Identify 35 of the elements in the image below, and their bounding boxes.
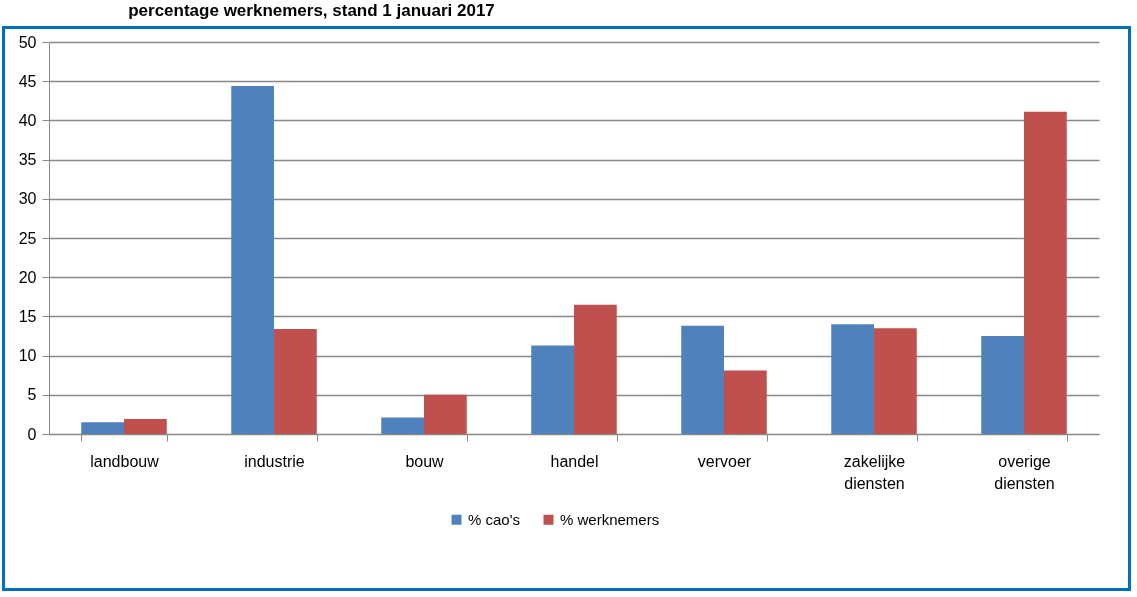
- y-tick-label: 30: [18, 190, 37, 208]
- bar: [724, 370, 767, 434]
- bar: [874, 328, 917, 434]
- bar: [424, 394, 467, 434]
- y-tick-label: 10: [18, 347, 37, 365]
- bar: [274, 328, 317, 434]
- bar: [981, 336, 1024, 434]
- x-tick-label: handel: [550, 452, 599, 470]
- y-tick-label: 35: [18, 151, 37, 169]
- legend-label: % cao's: [468, 510, 521, 528]
- bar: [81, 422, 124, 434]
- bar: [831, 324, 874, 434]
- y-tick-label: 50: [18, 33, 37, 51]
- y-tick-label: 0: [27, 425, 37, 443]
- y-tick-label: 45: [18, 72, 37, 90]
- bar: [681, 325, 724, 434]
- y-tick-label: 40: [18, 111, 37, 129]
- x-tick-label: bouw: [405, 452, 445, 470]
- y-tick-label: 20: [18, 268, 37, 286]
- bar: [381, 417, 424, 434]
- x-tick-label: landbouw: [90, 452, 160, 470]
- y-tick-label: 25: [18, 229, 37, 247]
- bar: [124, 419, 167, 434]
- y-tick-label: 5: [27, 386, 37, 404]
- bar: [531, 345, 574, 434]
- legend-label: % werknemers: [560, 510, 660, 528]
- x-tick-label: industrie: [244, 452, 305, 470]
- y-tick-label: 15: [18, 307, 37, 325]
- bar: [574, 304, 617, 434]
- x-tick-label: overige diensten: [994, 452, 1055, 492]
- bar: [1024, 111, 1067, 434]
- chart-title: percentage werknemers, stand 1 januari 2017: [128, 1, 495, 20]
- x-tick-label: zakelijke diensten: [843, 452, 906, 492]
- bar: [231, 85, 274, 434]
- x-tick-label: vervoer: [697, 452, 752, 470]
